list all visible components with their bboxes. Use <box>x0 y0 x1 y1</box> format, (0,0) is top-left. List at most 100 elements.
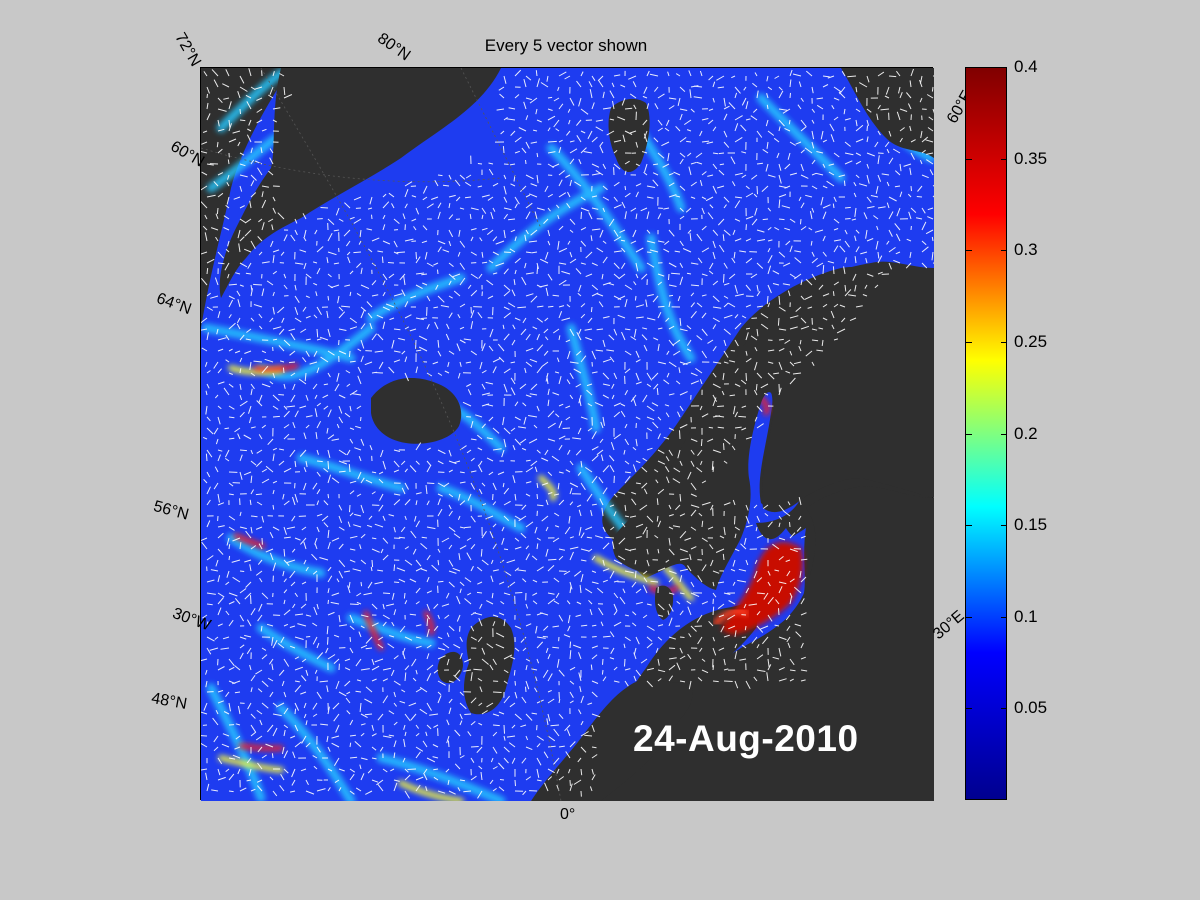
current-vector <box>634 295 637 301</box>
current-vector <box>502 416 505 426</box>
current-vector <box>418 346 428 352</box>
current-vector <box>369 445 373 451</box>
current-vector <box>657 327 663 330</box>
current-vector <box>690 449 695 455</box>
current-vector <box>415 492 422 495</box>
current-vector <box>412 548 417 555</box>
current-vector <box>833 281 839 286</box>
current-vector <box>257 559 263 565</box>
current-vector <box>643 130 648 139</box>
current-vector <box>832 291 835 297</box>
current-vector <box>865 257 868 264</box>
current-vector <box>338 543 344 550</box>
current-vector <box>404 326 410 330</box>
current-vector <box>578 526 582 536</box>
current-vector <box>657 433 661 440</box>
current-vector <box>730 156 736 165</box>
current-vector <box>519 438 527 444</box>
current-vector <box>925 139 934 143</box>
current-vector <box>338 306 344 312</box>
current-vector <box>338 394 346 399</box>
current-vector <box>712 126 717 132</box>
current-vector <box>687 565 692 572</box>
current-vector <box>832 266 835 275</box>
current-vector <box>853 181 857 187</box>
current-vector <box>602 372 610 380</box>
current-vector <box>283 768 289 774</box>
current-vector <box>217 666 225 671</box>
current-vector <box>809 211 813 220</box>
current-vector <box>708 108 714 111</box>
current-vector <box>657 119 663 126</box>
current-vector <box>239 357 243 363</box>
current-vector <box>635 636 640 645</box>
current-vector <box>216 141 219 148</box>
current-vector <box>479 361 483 370</box>
current-vector <box>487 196 494 201</box>
current-vector <box>206 647 212 655</box>
current-vector <box>514 317 521 321</box>
current-vector <box>478 702 483 706</box>
current-vector <box>521 147 527 154</box>
current-vector <box>760 625 769 630</box>
current-vector <box>587 130 593 140</box>
current-vector <box>717 405 725 407</box>
current-vector <box>877 206 886 209</box>
current-vector <box>382 603 385 610</box>
current-vector <box>479 686 483 693</box>
current-vector <box>811 119 815 124</box>
current-vector <box>656 498 659 506</box>
current-vector <box>388 734 395 737</box>
current-vector <box>591 75 596 81</box>
current-vector <box>707 339 714 344</box>
current-vector <box>348 350 351 358</box>
current-vector <box>525 75 532 81</box>
current-vector <box>470 251 477 256</box>
current-vector <box>695 367 703 374</box>
current-vector <box>667 152 670 162</box>
current-vector <box>426 590 433 594</box>
current-vector <box>536 449 541 454</box>
current-vector <box>547 388 550 396</box>
current-vector <box>591 624 597 627</box>
current-vector <box>470 625 475 632</box>
current-vector <box>712 306 722 309</box>
current-vector <box>820 130 824 140</box>
current-vector <box>250 545 257 550</box>
current-vector <box>261 350 267 354</box>
current-vector <box>239 400 248 407</box>
current-vector <box>547 273 553 281</box>
current-vector <box>649 249 659 253</box>
current-vector <box>356 601 362 605</box>
current-vector <box>734 533 737 539</box>
current-vector <box>393 493 401 496</box>
current-vector <box>536 743 541 748</box>
current-vector <box>723 141 730 148</box>
current-vector <box>805 194 813 198</box>
current-vector <box>360 323 366 330</box>
current-vector <box>327 434 335 440</box>
current-vector <box>415 624 422 627</box>
current-vector <box>910 185 912 192</box>
current-vector <box>789 578 795 583</box>
current-vector <box>388 192 395 198</box>
current-vector <box>261 365 269 374</box>
current-vector <box>338 460 347 465</box>
current-vector <box>539 284 549 288</box>
current-vector <box>745 257 753 264</box>
current-vector <box>291 548 296 553</box>
current-vector <box>378 471 384 475</box>
current-vector <box>448 707 452 715</box>
current-vector <box>377 250 384 253</box>
current-vector <box>744 625 747 631</box>
current-vector <box>580 695 584 704</box>
current-vector <box>886 240 890 245</box>
current-vector <box>249 564 252 572</box>
current-vector <box>283 383 286 389</box>
current-vector <box>514 236 517 242</box>
current-vector <box>723 658 726 666</box>
current-vector <box>723 130 728 138</box>
current-vector <box>578 284 582 292</box>
current-vector <box>510 656 516 660</box>
current-vector <box>359 764 362 770</box>
